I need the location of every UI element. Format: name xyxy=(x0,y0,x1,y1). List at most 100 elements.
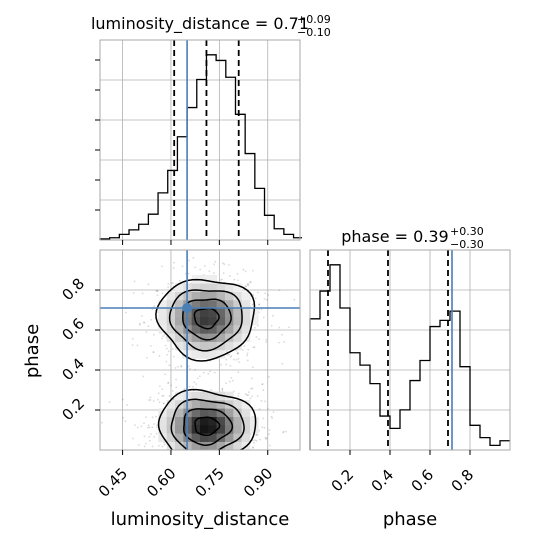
joint-sample-point xyxy=(285,430,287,433)
joint-density-cell xyxy=(158,316,167,326)
joint-density-cell xyxy=(175,333,184,342)
joint-density-cell xyxy=(175,441,184,450)
joint-density-cell xyxy=(216,416,226,426)
hist-phase-title-minus: −0.30 xyxy=(450,238,484,251)
joint-density-cell xyxy=(208,425,217,434)
joint-density-cell xyxy=(216,408,226,417)
joint-density-cell xyxy=(175,300,184,309)
joint-xtick-label-1: 0.60 xyxy=(143,464,179,500)
joint-sample-point xyxy=(229,364,232,367)
joint-sample-point xyxy=(136,426,139,429)
joint-sample-point xyxy=(236,273,239,275)
joint-sample-point xyxy=(236,352,239,355)
hist-phase-xtick-label-2: 0.6 xyxy=(408,466,438,496)
joint-sample-point xyxy=(142,375,145,378)
joint-sample-point xyxy=(161,395,164,397)
x-axis-label-luminosity-distance: luminosity_distance xyxy=(111,509,290,530)
joint-density-cell xyxy=(216,350,226,359)
joint-sample-point xyxy=(264,292,267,295)
joint-sample-point xyxy=(125,311,127,314)
joint-density-cell xyxy=(233,416,242,426)
joint-density-cell xyxy=(233,291,242,301)
joint-sample-point xyxy=(167,286,170,289)
joint-sample-point xyxy=(242,268,245,271)
joint-sample-point xyxy=(133,280,136,283)
joint-sample-point xyxy=(258,303,261,306)
joint-density-cell xyxy=(208,325,217,334)
joint-sample-point xyxy=(170,282,173,285)
joint-sample-point xyxy=(257,291,259,294)
joint-sample-point xyxy=(156,289,158,292)
joint-sample-point xyxy=(158,355,161,357)
joint-density-cell xyxy=(216,325,226,334)
joint-sample-point xyxy=(251,387,254,390)
joint-sample-point xyxy=(171,348,174,350)
hist-phase-xtick-label-3: 0.8 xyxy=(448,466,478,496)
joint-sample-point xyxy=(246,354,249,357)
joint-density-cell xyxy=(225,316,234,326)
joint-density-cell xyxy=(166,316,176,326)
joint-sample-point xyxy=(247,348,250,351)
joint-sample-point xyxy=(258,303,261,306)
joint-density-cell xyxy=(216,283,226,292)
hist-dl-ticks xyxy=(95,59,269,245)
joint-sample-point xyxy=(131,337,134,340)
joint-sample-point xyxy=(250,387,252,390)
joint-sample-point xyxy=(253,441,255,444)
joint-sample-point xyxy=(164,373,167,376)
joint-sample-point xyxy=(202,371,205,374)
joint-density-cell xyxy=(225,408,234,417)
joint-sample-point xyxy=(156,294,159,297)
hist-phase-xtick-label-1: 0.4 xyxy=(368,466,398,496)
joint-truth-marker xyxy=(182,303,193,313)
joint-sample-point xyxy=(194,368,196,371)
joint-sample-point xyxy=(256,395,259,397)
joint-sample-point xyxy=(283,340,286,343)
hist-phase-title-value: 0.39 xyxy=(413,227,449,246)
joint-sample-point xyxy=(258,408,261,410)
joint-sample-point xyxy=(145,356,148,359)
joint-density-cell xyxy=(200,408,209,417)
joint-density-cell xyxy=(208,333,217,342)
joint-density-cell xyxy=(233,333,242,342)
joint-density-cell xyxy=(216,400,226,409)
joint-sample-point xyxy=(195,383,198,385)
joint-sample-point xyxy=(175,378,177,381)
joint-density-cell xyxy=(216,308,226,317)
joint-sample-point xyxy=(167,283,170,285)
joint-sample-point xyxy=(258,338,260,341)
joint-sample-point xyxy=(229,356,232,359)
joint-density-cell xyxy=(175,308,184,317)
joint-density-cell xyxy=(208,341,217,351)
joint-density-cell xyxy=(208,308,217,317)
joint-sample-point xyxy=(237,352,239,355)
joint-sample-point xyxy=(136,344,139,347)
joint-sample-point xyxy=(155,415,158,418)
joint-density-cell xyxy=(208,300,217,309)
joint-density-cell xyxy=(158,425,167,434)
joint-sample-point xyxy=(220,363,222,366)
joint-sample-point xyxy=(151,416,154,419)
joint-ytick-label-2: 0.6 xyxy=(58,314,88,344)
joint-sample-point xyxy=(263,426,266,429)
joint-sample-point xyxy=(141,315,143,317)
joint-sample-point xyxy=(156,424,159,427)
joint-density-cell xyxy=(216,291,226,301)
hist-phase-step-line xyxy=(309,264,510,450)
joint-density-cell xyxy=(225,416,234,426)
joint-sample-point xyxy=(222,272,225,275)
hist-dl-series xyxy=(99,40,302,240)
joint-sample-point xyxy=(271,417,274,419)
joint-sample-point xyxy=(246,394,248,396)
joint-sample-point xyxy=(268,375,270,378)
joint-sample-point xyxy=(161,265,163,268)
joint-density-cell xyxy=(225,441,234,450)
joint-sample-point xyxy=(282,430,285,433)
joint-sample-point xyxy=(141,292,144,295)
joint-sample-point xyxy=(278,326,281,329)
joint-sample-point xyxy=(165,360,168,363)
joint-sample-point xyxy=(158,401,161,404)
joint-sample-point xyxy=(282,431,284,434)
joint-density-cell xyxy=(166,416,176,426)
